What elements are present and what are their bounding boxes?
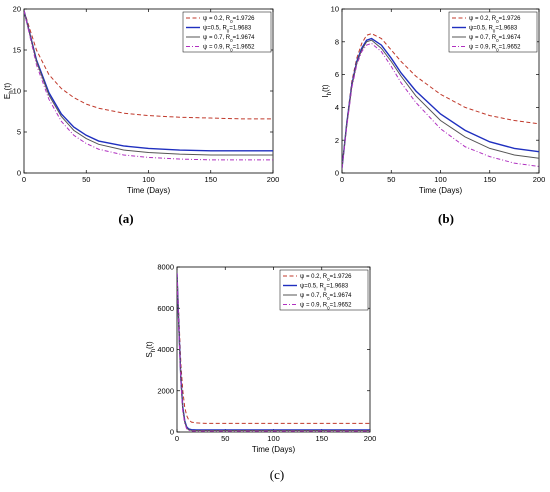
x-tick-label-a: 50 (82, 175, 90, 184)
y-axis-label-c: Sh(t) (145, 341, 157, 358)
y-tick-label-c: 2000 (157, 386, 174, 395)
x-tick-label-a: 100 (142, 175, 155, 184)
legend-label-c-3: ψ = 0.9, R0=1.9652 (300, 303, 352, 311)
y-tick-label-a: 15 (13, 46, 21, 55)
series-line-b-3 (342, 42, 539, 169)
legend-label-b-0: ψ = 0.2, R0=1.9726 (469, 16, 521, 24)
legend-label-b-3: ψ = 0.9, R0=1.9652 (469, 45, 521, 53)
legend-label-a-2: ψ = 0.7, R0=1.9674 (203, 35, 255, 43)
series-line-c-3 (177, 273, 370, 432)
legend-label-a-3: ψ = 0.9, R0=1.9652 (203, 45, 255, 53)
x-tick-label-a: 150 (204, 175, 217, 184)
series-line-a-2 (24, 10, 273, 156)
y-tick-label-b: 2 (335, 136, 339, 145)
caption-c: (c) (270, 467, 284, 482)
legend-box-c (279, 269, 369, 311)
caption-a: (a) (118, 211, 133, 226)
x-tick-label-b: 50 (387, 175, 395, 184)
x-tick-label-b: 150 (483, 175, 496, 184)
series-line-a-1 (24, 10, 273, 152)
x-tick-label-b: 200 (533, 175, 546, 184)
x-tick-label-c: 200 (364, 434, 377, 443)
y-tick-label-a: 10 (13, 87, 21, 96)
y-tick-label-b: 0 (335, 169, 339, 178)
x-tick-label-b: 100 (434, 175, 447, 184)
x-tick-label-c: 100 (267, 434, 280, 443)
x-tick-label-a: 0 (22, 175, 26, 184)
legend-label-b-1: ψ=0.5, R0=1.9683 (469, 26, 518, 34)
y-tick-label-c: 6000 (157, 304, 174, 313)
x-tick-label-a: 200 (267, 175, 280, 184)
legend-label-c-0: ψ = 0.2, R0=1.9726 (300, 274, 352, 282)
y-tick-label-b: 8 (335, 37, 339, 46)
y-tick-label-c: 0 (170, 428, 174, 437)
series-line-a-3 (24, 10, 273, 161)
caption-b: (b) (438, 211, 454, 226)
x-tick-label-c: 150 (315, 434, 328, 443)
x-tick-label-c: 50 (221, 434, 229, 443)
x-axis-label-b: Time (Days) (419, 186, 463, 195)
y-tick-label-b: 10 (331, 5, 339, 14)
x-axis-label-c: Time (Days) (252, 445, 296, 454)
y-tick-label-a: 0 (17, 169, 21, 178)
series-line-c-2 (177, 273, 370, 432)
y-tick-label-c: 8000 (157, 263, 174, 272)
chart-panel-b: 0 50 100 150 200 0 2 4 6 8 10 Time (Days) Ih(t) ψ = 0… (300, 0, 550, 240)
y-axis-label-a: Eh(t) (3, 83, 15, 100)
x-tick-label-b: 0 (340, 175, 344, 184)
y-tick-label-a: 20 (13, 5, 21, 14)
legend-label-a-1: ψ=0.5, R0=1.9683 (203, 26, 252, 34)
chart-b-group: 0 50 100 150 200 0 2 4 6 8 10 Time (Days) Ih(t) ψ = 0… (321, 5, 545, 226)
legend-label-c-1: ψ=0.5, R0=1.9683 (300, 284, 349, 292)
y-tick-label-b: 6 (335, 70, 339, 79)
y-tick-label-c: 4000 (157, 345, 174, 354)
y-axis-label-b: Ih(t) (321, 84, 333, 97)
chart-panel-c: 0 50 100 150 200 0 2000 4000 6000 8000 Time (Days)… (130, 254, 380, 487)
series-line-b-2 (342, 39, 539, 169)
legend-label-b-2: ψ = 0.7, R0=1.9674 (469, 35, 521, 43)
legend-label-c-2: ψ = 0.7, R0=1.9674 (300, 293, 352, 301)
legend-label-a-0: ψ = 0.2, R0=1.9726 (203, 16, 255, 24)
y-tick-label-b: 4 (335, 103, 339, 112)
legend-box-b (448, 11, 538, 53)
legend-box-a (182, 11, 272, 53)
y-tick-label-a: 5 (17, 128, 21, 137)
series-line-a-0 (24, 10, 273, 120)
chart-a-svg: 0 50 100 150 200 0 5 10 15 20 Time (Days) Eh(t) ψ = … (3, 5, 279, 226)
x-axis-label-a: Time (Days) (127, 186, 171, 195)
x-tick-label-c: 0 (175, 434, 179, 443)
chart-panel-a: 0 50 100 150 200 0 5 10 15 20 Time (Days) Eh(t) ψ = … (0, 0, 280, 240)
chart-a-group: 0 50 100 150 200 0 5 10 15 20 Time (Days) Eh(t) ψ = … (3, 5, 279, 226)
chart-b-svg: 0 50 100 150 200 0 2 4 6 8 10 Time (Days) Ih(t) ψ = 0… (321, 5, 545, 226)
